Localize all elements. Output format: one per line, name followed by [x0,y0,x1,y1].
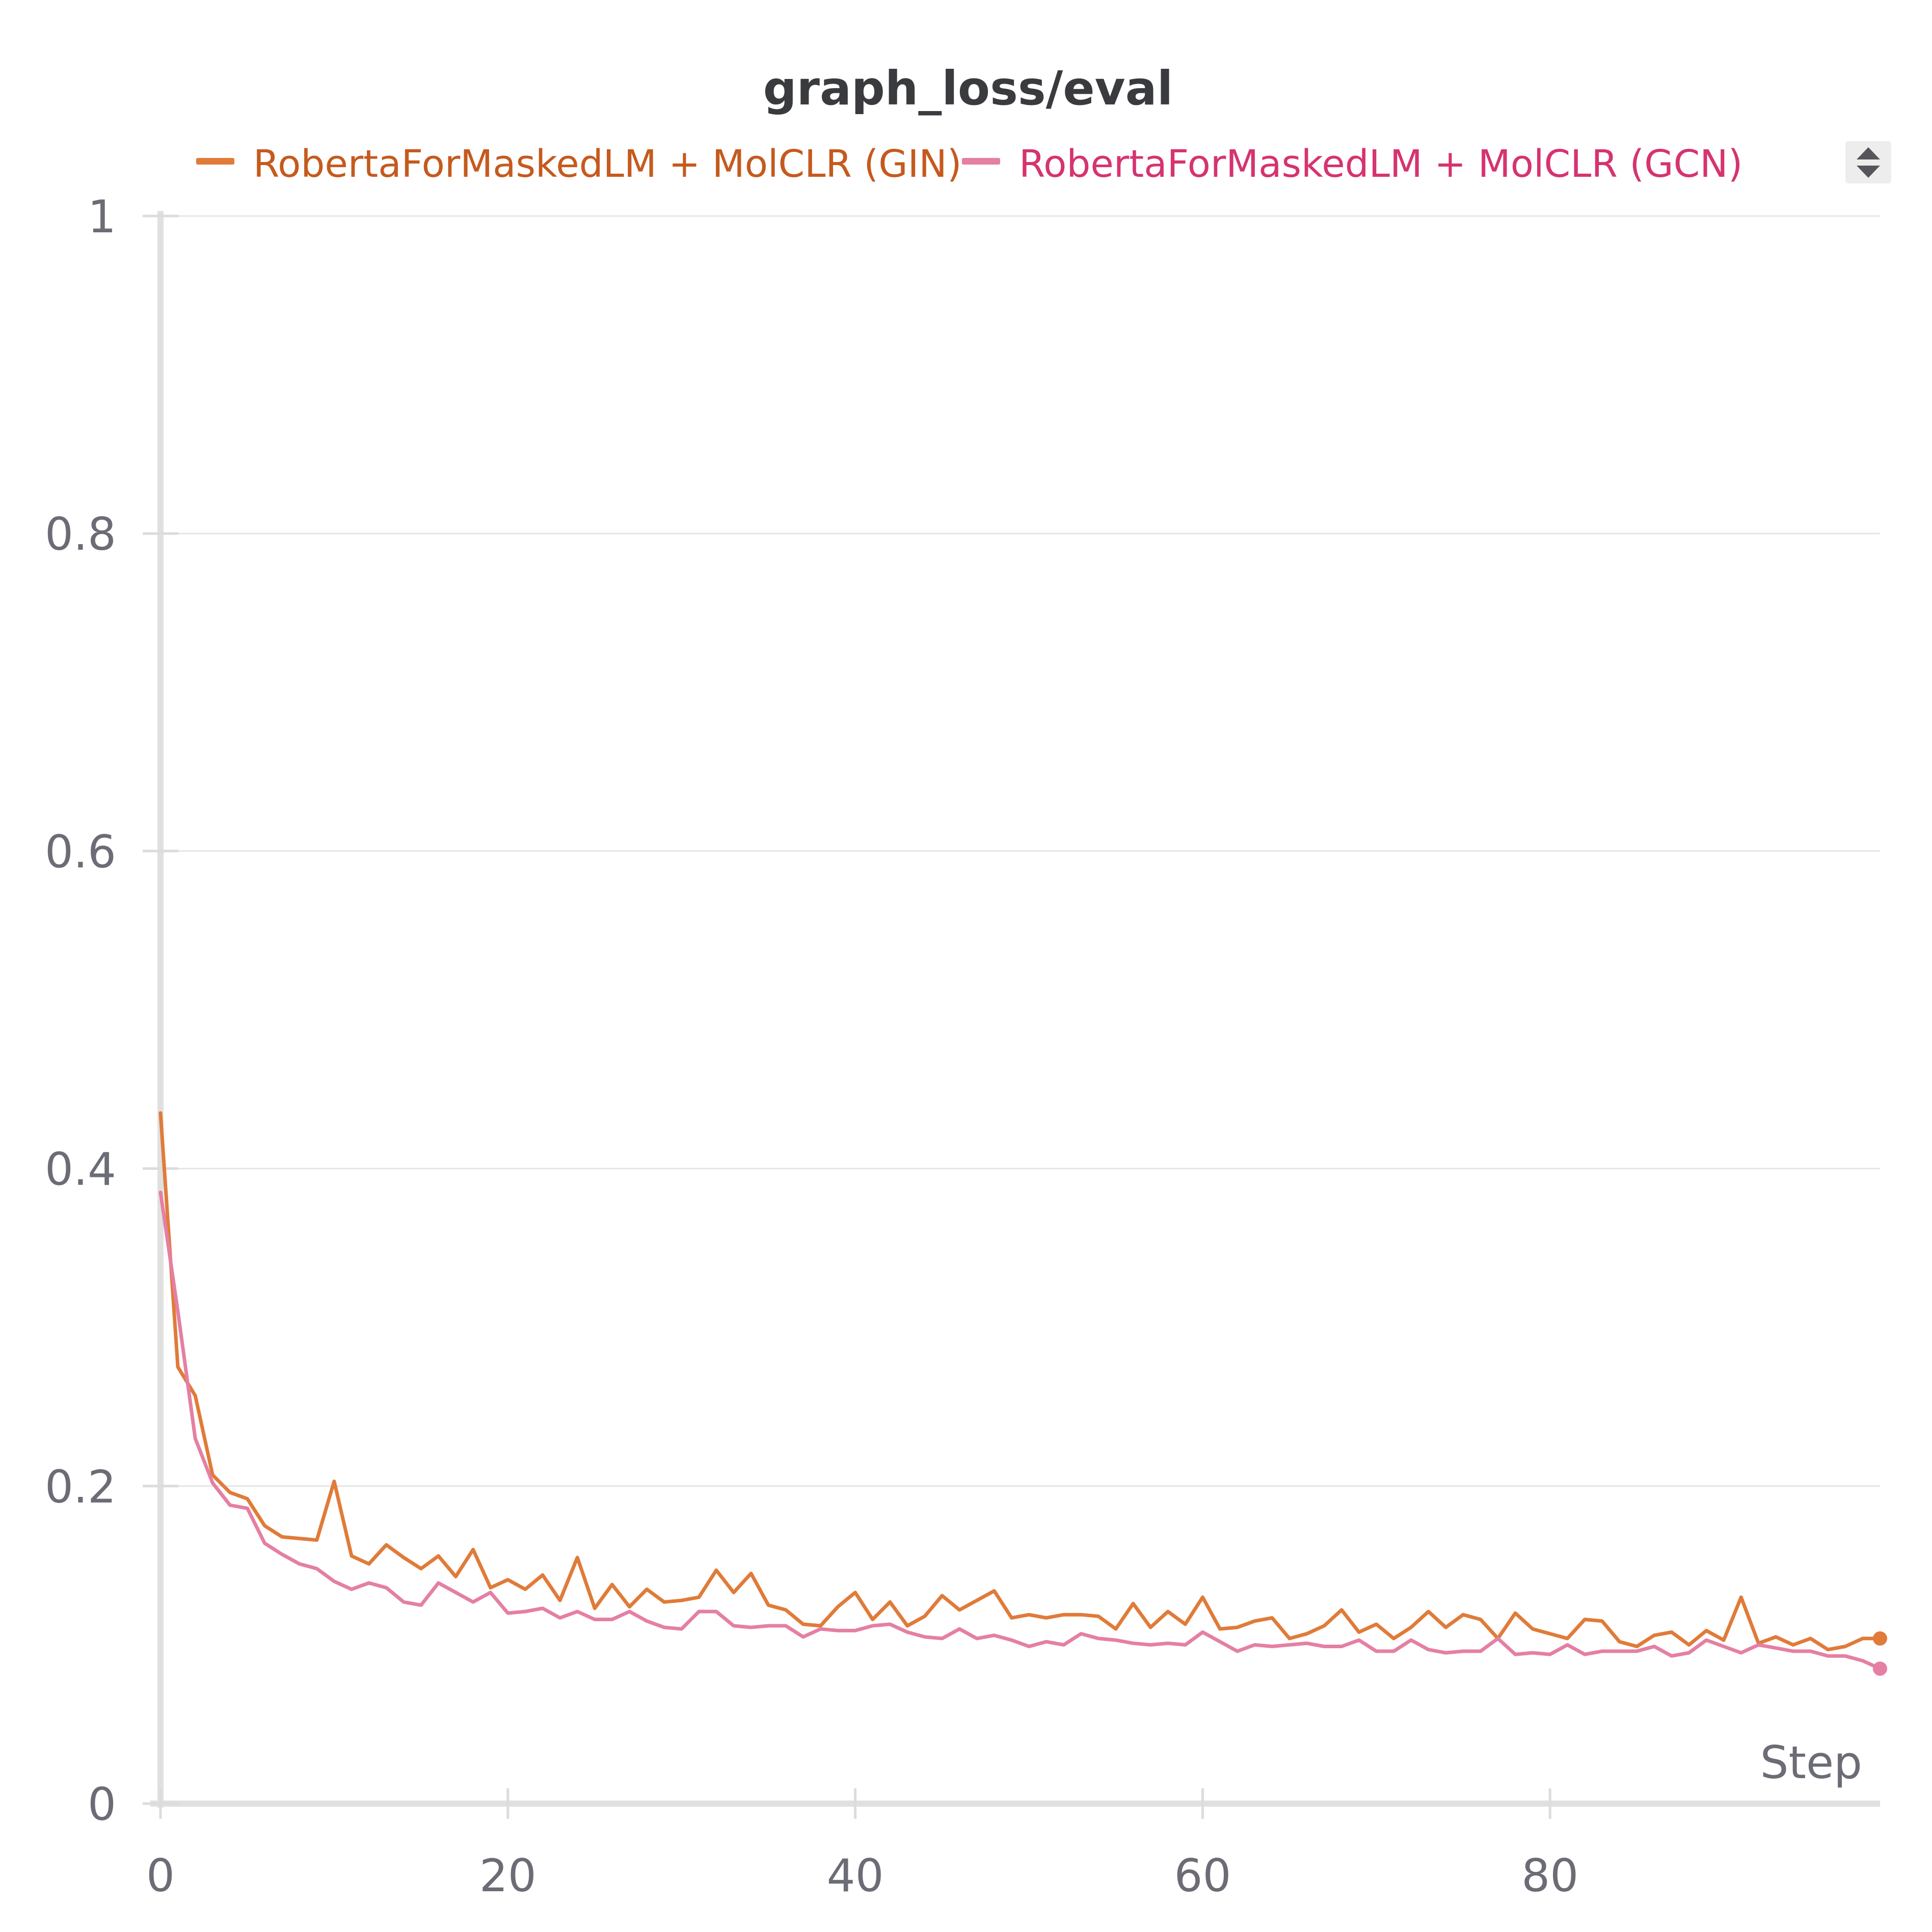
legend-label-gcn: RobertaForMaskedLM + MolCLR (GCN) [1019,142,1743,186]
y-tick-label: 0 [88,1778,116,1831]
legend-scroll-button[interactable] [1845,141,1891,183]
y-tick-label: 0.6 [45,825,116,878]
x-axis: 0 20 40 60 80 [146,1788,1578,1902]
y-tick-label: 1 [88,191,116,243]
legend-label-gin: RobertaForMaskedLM + MolCLR (GIN) [253,142,962,186]
x-tick-label: 0 [146,1849,175,1902]
series-line-gcn [158,1190,1882,1671]
series-end-marker-gcn [1873,1661,1887,1676]
x-axis-label: Step [1760,1736,1862,1789]
legend-item-gcn[interactable]: RobertaForMaskedLM + MolCLR (GCN) [962,142,1743,186]
x-tick-label: 80 [1521,1849,1578,1902]
chart-title: graph_loss/eval [763,61,1173,116]
legend-swatch-gcn [962,158,1000,165]
x-tick-label: 60 [1174,1849,1231,1902]
x-tick-label: 20 [479,1849,536,1902]
x-tick-label: 40 [827,1849,884,1902]
axes [150,211,1880,1808]
y-tick-label: 0.8 [45,508,116,560]
series-layer [158,1111,1887,1676]
y-tick-label: 0.2 [45,1461,116,1513]
legend-item-gin[interactable]: RobertaForMaskedLM + MolCLR (GIN) [196,142,962,186]
grid-lines [160,215,1880,1487]
up-down-arrows-icon [1857,147,1880,178]
y-axis: 0 0.2 0.4 0.6 0.8 1 [45,191,178,1831]
series-line-gin [158,1111,1882,1652]
series-end-marker-gin [1873,1631,1887,1646]
y-tick-label: 0.4 [45,1143,116,1196]
legend: RobertaForMaskedLM + MolCLR (GIN) Robert… [196,141,1891,186]
legend-swatch-gin [196,158,234,165]
